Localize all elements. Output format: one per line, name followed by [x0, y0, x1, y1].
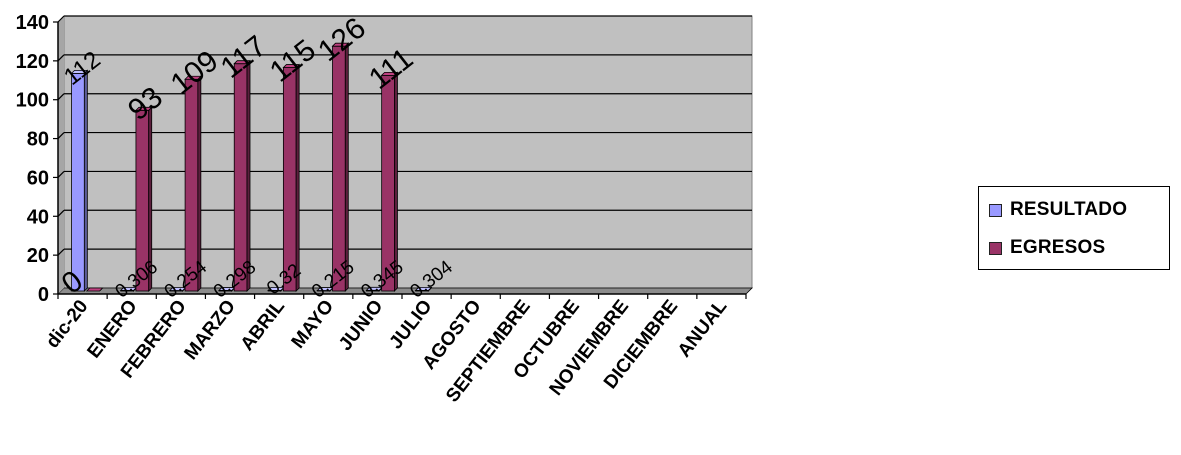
legend-swatch-resultado: [989, 204, 1002, 217]
x-tick-label: JULIO: [386, 296, 437, 353]
y-tick-label: 60: [27, 167, 49, 189]
legend-label-egresos: EGRESOS: [1010, 237, 1105, 259]
bar-side-egresos: [247, 61, 250, 291]
bar-side-resultado: [84, 70, 87, 291]
y-tick-label: 40: [27, 206, 49, 228]
legend-item-resultado: RESULTADO: [989, 199, 1127, 221]
x-tick-label: ABRIL: [237, 296, 290, 355]
y-tick-label: 20: [27, 245, 49, 267]
bar-egresos: [283, 68, 296, 291]
bar-side-egresos: [345, 43, 348, 291]
bar-egresos: [234, 64, 247, 291]
x-tick-label: ANUAL: [674, 296, 732, 362]
y-tick-label: 80: [27, 129, 49, 151]
legend: RESULTADO EGRESOS: [978, 186, 1170, 270]
x-tick-label: dic-20: [42, 296, 92, 352]
legend-swatch-egresos: [989, 242, 1002, 255]
bar-top-egresos: [87, 288, 103, 291]
y-tick-label: 100: [16, 90, 49, 112]
x-tick-labels: dic-20ENEROFEBREROMARZOABRILMAYOJUNIOJUL…: [42, 296, 731, 407]
y-tick-label: 0: [38, 284, 49, 306]
legend-item-egresos: EGRESOS: [989, 237, 1105, 259]
y-tick-label: 120: [16, 51, 49, 73]
x-tick-label: MAYO: [288, 296, 339, 352]
legend-label-resultado: RESULTADO: [1010, 199, 1127, 221]
x-tick-label: MARZO: [181, 296, 240, 364]
y-tick-labels: 0 20 40 60 80 100 120 140: [16, 12, 49, 306]
bar-resultado: [72, 73, 85, 291]
x-tick-label: JUNIO: [335, 296, 387, 355]
y-tick-label: 140: [16, 12, 49, 34]
bar-side-egresos: [296, 65, 299, 291]
bar-egresos: [333, 46, 346, 291]
